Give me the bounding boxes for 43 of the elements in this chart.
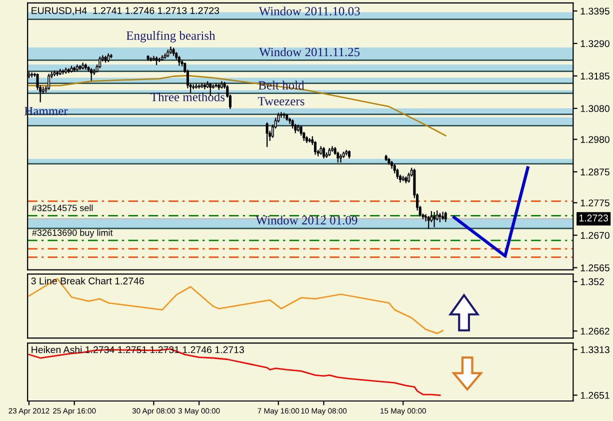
candlestick <box>294 123 297 134</box>
candlestick <box>339 154 342 164</box>
ref-line-label: 1.2723 <box>579 214 608 222</box>
line-series <box>28 278 444 334</box>
y-tick-label: 1.2980 <box>580 136 610 143</box>
annotation: Window 2011.10.03 <box>258 6 360 16</box>
y-tick-label: 1.2565 <box>580 264 610 272</box>
candlestick <box>444 211 447 222</box>
candlestick <box>442 211 444 220</box>
candlestick <box>288 117 292 124</box>
annotation: Three methods <box>150 92 225 102</box>
candlestick <box>90 68 93 82</box>
y-tick-label: 1.3080 <box>580 105 610 112</box>
annotation: Engulfing bearish <box>126 30 216 42</box>
annotation: Window 2012 01.09 <box>256 216 358 225</box>
candlestick <box>266 122 268 148</box>
annotation: Tweezers <box>258 97 304 106</box>
ref-line-label: #32514575 sell <box>32 204 93 212</box>
annotation: Window 2011.11.25 <box>259 47 360 56</box>
y-tick-label: 1.3185 <box>580 72 610 80</box>
candlestick <box>396 168 399 180</box>
y-tick-label: 1.3395 <box>580 8 610 15</box>
candlestick <box>336 151 340 164</box>
candlestick <box>280 112 283 118</box>
candlestick <box>48 73 50 90</box>
candlestick <box>178 55 180 66</box>
candlestick <box>433 211 436 228</box>
y-tick-label: 1.2651 <box>580 392 610 399</box>
chart-title: EURUSD,H4 1.2741 1.2746 1.2713 1.2723 <box>32 7 220 16</box>
candlestick <box>322 146 326 160</box>
y-tick-label: 1.3290 <box>580 40 610 48</box>
y-tick-label: 1.2875 <box>580 168 610 176</box>
y-tick-label: 1.352 <box>580 278 604 286</box>
y-tick-label: 1.2662 <box>580 328 610 335</box>
candlestick <box>438 212 442 223</box>
ref-line-label: #32613690 buy limit <box>32 229 113 238</box>
y-tick-label: 1.2670 <box>580 232 610 239</box>
candlestick <box>98 56 102 69</box>
line-series <box>28 348 441 396</box>
y-tick-label: 1.2775 <box>580 199 610 206</box>
y-tick-label: 1.3313 <box>580 346 610 354</box>
candlestick <box>427 215 430 230</box>
candlestick <box>408 172 410 184</box>
